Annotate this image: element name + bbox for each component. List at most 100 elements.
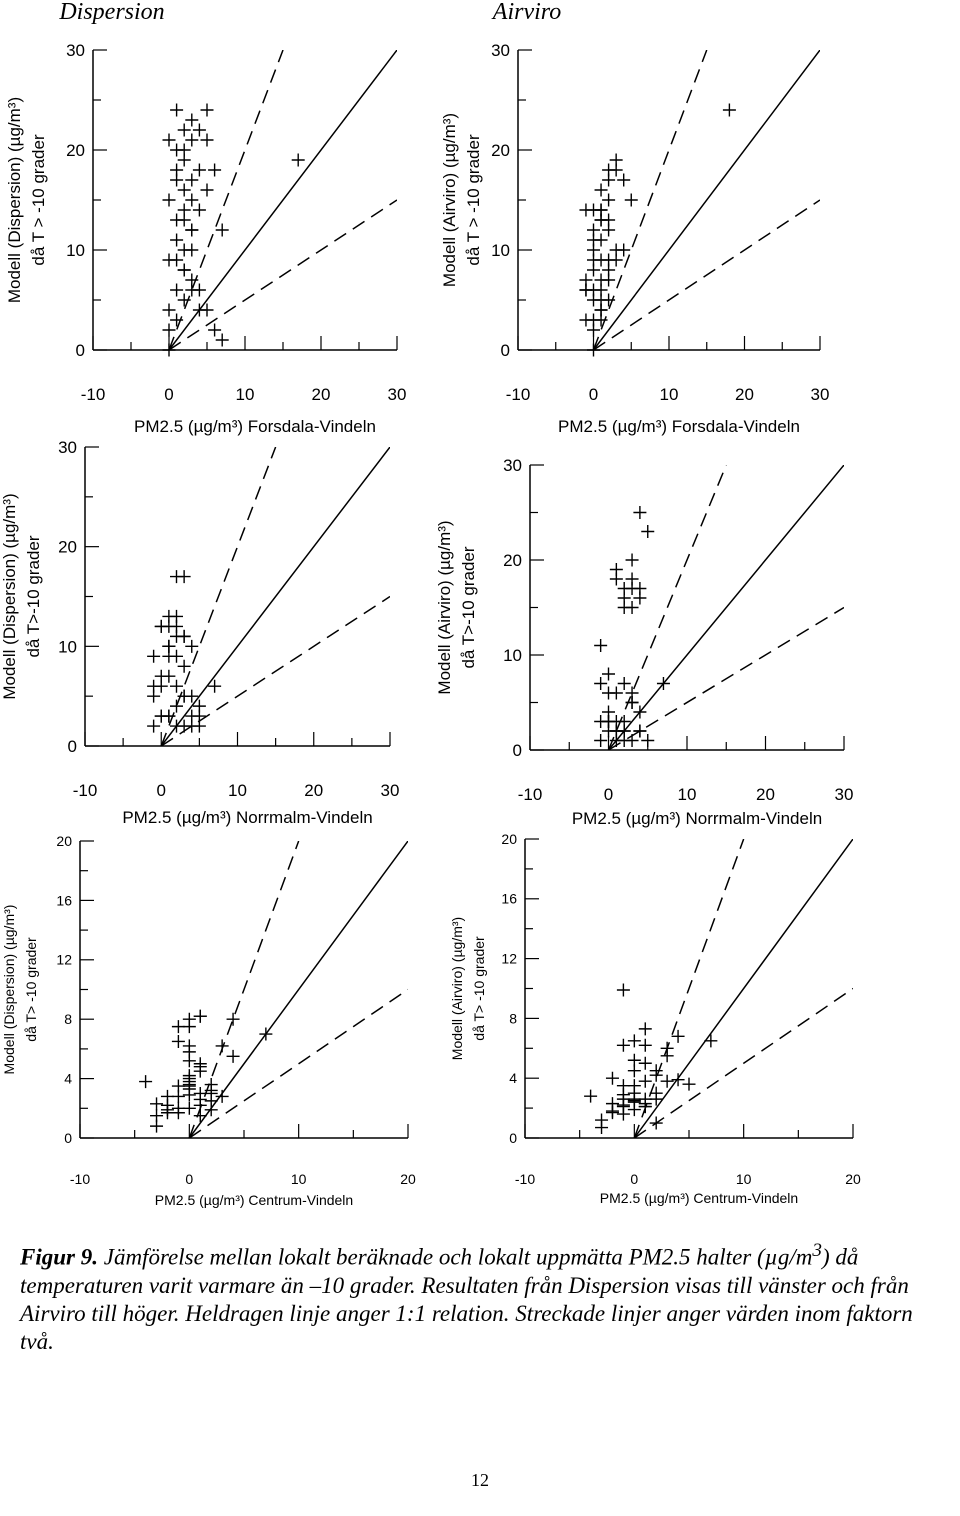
x-tick-label: 20 bbox=[312, 385, 331, 404]
x-tick-label: 10 bbox=[678, 785, 697, 804]
data-point bbox=[170, 253, 184, 267]
caption-superscript: 3 bbox=[812, 1240, 822, 1261]
data-point bbox=[160, 1103, 174, 1117]
data-point bbox=[185, 709, 199, 723]
factor-two-upper-line bbox=[160, 447, 277, 746]
x-tick-label: 30 bbox=[388, 385, 407, 404]
data-point bbox=[177, 203, 191, 217]
data-point bbox=[170, 283, 184, 297]
data-point bbox=[617, 243, 631, 257]
data-point bbox=[170, 679, 183, 693]
data-point bbox=[587, 223, 600, 237]
data-point bbox=[147, 719, 161, 733]
data-point bbox=[192, 303, 206, 317]
data-point bbox=[185, 113, 199, 127]
data-point bbox=[226, 1049, 240, 1063]
data-point bbox=[171, 1106, 185, 1120]
y-axis-label: Modell (Dispersion) (µg/m³) bbox=[5, 97, 24, 303]
chart-airviro-forsdala: 0 10 20 30 -10 0 10 20 30 Modell (Airviro) (µg/m³… bbox=[440, 41, 829, 436]
data-point bbox=[177, 659, 191, 673]
data-point bbox=[625, 572, 639, 586]
data-point bbox=[649, 1116, 663, 1130]
data-point bbox=[150, 1097, 164, 1111]
data-point bbox=[185, 193, 199, 207]
data-point bbox=[609, 686, 623, 700]
data-point bbox=[208, 163, 222, 177]
data-point bbox=[182, 1078, 196, 1092]
data-point bbox=[616, 1092, 630, 1106]
one-to-one-line bbox=[168, 50, 397, 350]
data-point bbox=[192, 719, 206, 733]
y-tick-label: 10 bbox=[503, 646, 522, 665]
data-point bbox=[177, 183, 191, 197]
data-point bbox=[627, 1092, 641, 1106]
one-to-one-line bbox=[633, 839, 853, 1138]
data-point bbox=[638, 1022, 652, 1036]
y-axis-label-line2: då T> -10 grader bbox=[471, 936, 487, 1041]
data-point bbox=[605, 1104, 619, 1118]
data-point bbox=[192, 123, 206, 137]
data-point bbox=[641, 734, 655, 747]
data-point bbox=[185, 243, 199, 257]
data-point bbox=[204, 1103, 218, 1117]
caption-text-main: Jämförelse mellan lokalt beräknade och l… bbox=[97, 1244, 813, 1270]
one-to-one-line bbox=[592, 50, 820, 350]
y-tick-label: 0 bbox=[76, 341, 85, 360]
data-point bbox=[625, 734, 639, 747]
x-tick-label: 0 bbox=[185, 1171, 193, 1187]
data-point bbox=[150, 1119, 164, 1133]
y-tick-label: 8 bbox=[64, 1011, 72, 1027]
data-point bbox=[177, 123, 191, 137]
factor-two-upper-line bbox=[633, 839, 745, 1138]
data-point bbox=[722, 103, 736, 117]
y-tick-label: 16 bbox=[501, 891, 517, 907]
data-point bbox=[226, 1012, 240, 1026]
data-point bbox=[594, 293, 608, 307]
x-axis-label: PM2.5 (µg/m³) Norrmalm-Vindeln bbox=[572, 809, 822, 828]
data-point bbox=[633, 506, 647, 519]
data-point bbox=[641, 525, 655, 538]
data-point bbox=[595, 1121, 609, 1135]
x-tick-label: -10 bbox=[518, 785, 543, 804]
data-point bbox=[633, 705, 647, 719]
data-point bbox=[200, 183, 214, 197]
factor-two-lower-line bbox=[633, 987, 853, 1138]
data-point bbox=[208, 679, 222, 693]
y-tick-label: 20 bbox=[501, 831, 517, 847]
data-point bbox=[170, 213, 184, 227]
data-point bbox=[171, 1034, 185, 1048]
x-tick-label: -10 bbox=[70, 1171, 90, 1187]
data-point bbox=[682, 1077, 696, 1091]
data-point bbox=[171, 1020, 185, 1034]
y-axis-label-line2: då T > -10 grader bbox=[464, 134, 483, 266]
data-point bbox=[154, 619, 168, 633]
data-point bbox=[208, 323, 222, 337]
figure-caption: Figur 9. Jämförelse mellan lokalt beräkn… bbox=[20, 1237, 950, 1356]
x-tick-label: 10 bbox=[291, 1171, 307, 1187]
x-tick-label: 0 bbox=[157, 781, 166, 800]
data-point bbox=[594, 677, 608, 690]
data-point bbox=[170, 103, 184, 117]
x-tick-label: 30 bbox=[811, 385, 830, 404]
data-point bbox=[162, 323, 176, 337]
data-point bbox=[162, 133, 176, 147]
y-axis-label-line2: då T>-10 grader bbox=[24, 535, 43, 657]
data-point bbox=[185, 639, 199, 653]
reference-lines bbox=[168, 50, 397, 350]
y-axis-label: Modell (Airviro) (µg/m³) bbox=[449, 917, 465, 1060]
chart-disp-centrum: 0 4 8 12 16 20 -10 0 10 20 Modell (Dispersion) (µg… bbox=[1, 833, 416, 1208]
data-point bbox=[587, 283, 600, 297]
data-point bbox=[587, 263, 600, 277]
y-tick-label: 0 bbox=[509, 1130, 517, 1146]
y-tick-label: 30 bbox=[491, 41, 510, 60]
x-tick-label: -10 bbox=[73, 781, 98, 800]
x-tick-label: 30 bbox=[381, 781, 400, 800]
data-point bbox=[170, 233, 184, 247]
data-point bbox=[170, 699, 183, 713]
y-tick-label: 16 bbox=[56, 892, 72, 908]
data-point bbox=[656, 677, 670, 690]
header-dispersion: Dispersion bbox=[58, 0, 164, 25]
factor-two-lower-line bbox=[608, 606, 844, 750]
data-point bbox=[162, 639, 176, 653]
y-tick-label: 20 bbox=[66, 141, 85, 160]
